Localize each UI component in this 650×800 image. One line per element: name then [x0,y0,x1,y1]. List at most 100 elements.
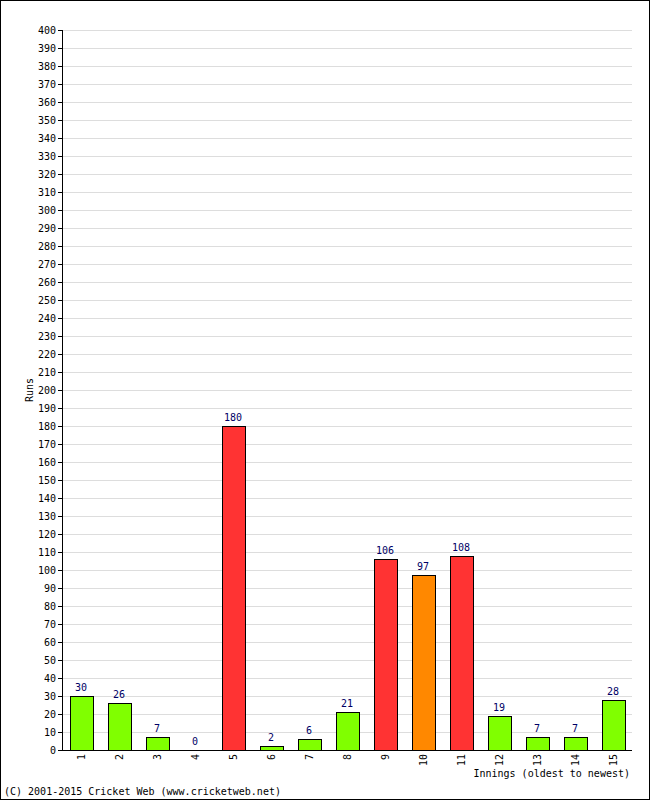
bar [147,738,170,751]
y-tick [58,714,62,715]
data-label: 28 [607,686,619,697]
x-tick-label: 1 [76,754,87,760]
y-tick [58,534,62,535]
y-tick [58,498,62,499]
y-tick-label: 280 [38,241,56,252]
grid-line [62,480,632,481]
y-tick-label: 340 [38,133,56,144]
y-tick [58,138,62,139]
grid-line [62,642,632,643]
y-tick [58,354,62,355]
bar [109,704,132,751]
y-tick-label: 370 [38,79,56,90]
bar [489,717,512,751]
y-tick-label: 50 [44,655,56,666]
data-label: 19 [493,702,505,713]
y-tick [58,30,62,31]
y-tick [58,480,62,481]
bar [451,557,474,751]
grid-line [62,534,632,535]
grid-line [62,48,632,49]
y-tick [58,624,62,625]
grid-line [62,156,632,157]
y-tick [58,156,62,157]
data-label: 7 [572,723,578,734]
data-label: 2 [268,732,274,743]
grid-line [62,696,632,697]
grid-line [62,678,632,679]
y-tick [58,660,62,661]
y-tick-label: 100 [38,565,56,576]
bar [565,738,588,751]
grid-line [62,516,632,517]
grid-line [62,390,632,391]
y-tick [58,732,62,733]
grid-line [62,228,632,229]
data-label: 26 [113,689,125,700]
y-tick [58,408,62,409]
y-tick [58,606,62,607]
y-tick-label: 110 [38,547,56,558]
data-label: 7 [534,723,540,734]
y-tick-label: 180 [38,421,56,432]
grid-line [62,318,632,319]
y-tick [58,264,62,265]
data-label: 7 [154,723,160,734]
y-tick [58,516,62,517]
x-tick-label: 11 [456,754,467,766]
bar [413,576,436,751]
y-tick [58,66,62,67]
y-tick [58,210,62,211]
grid-line [62,192,632,193]
y-tick-label: 10 [44,727,56,738]
grid-line [62,336,632,337]
y-tick-label: 130 [38,511,56,522]
grid-line [62,264,632,265]
bar [71,697,94,751]
y-tick [58,228,62,229]
x-axis-title: Innings (oldest to newest) [473,768,630,779]
y-tick-label: 80 [44,601,56,612]
grid-line [62,750,632,751]
grid-line [62,174,632,175]
y-tick-label: 310 [38,187,56,198]
y-tick-label: 330 [38,151,56,162]
y-tick [58,750,62,751]
y-tick-label: 230 [38,331,56,342]
x-tick-label: 13 [532,754,543,766]
y-tick [58,570,62,571]
grid-line [62,282,632,283]
grid-line [62,300,632,301]
y-tick-label: 30 [44,691,56,702]
y-tick [58,102,62,103]
y-tick [58,300,62,301]
y-tick-label: 200 [38,385,56,396]
x-tick-label: 7 [304,754,315,760]
x-tick-label: 4 [190,754,201,760]
y-axis [62,30,63,750]
x-tick-label: 6 [266,754,277,760]
y-tick [58,372,62,373]
y-tick-label: 150 [38,475,56,486]
y-tick-label: 90 [44,583,56,594]
grid-line [62,408,632,409]
data-label: 6 [306,725,312,736]
x-tick-label: 15 [608,754,619,766]
y-tick-label: 240 [38,313,56,324]
x-tick-label: 10 [418,754,429,766]
y-tick [58,84,62,85]
y-tick-label: 350 [38,115,56,126]
grid-line [62,498,632,499]
grid-line [62,138,632,139]
grid-line [62,588,632,589]
y-tick-label: 250 [38,295,56,306]
y-tick-label: 160 [38,457,56,468]
grid-line [62,462,632,463]
grid-line [62,120,632,121]
y-tick-label: 320 [38,169,56,180]
data-label: 21 [341,698,353,709]
y-tick [58,318,62,319]
data-label: 180 [224,412,242,423]
grid [62,31,632,751]
grid-line [62,426,632,427]
